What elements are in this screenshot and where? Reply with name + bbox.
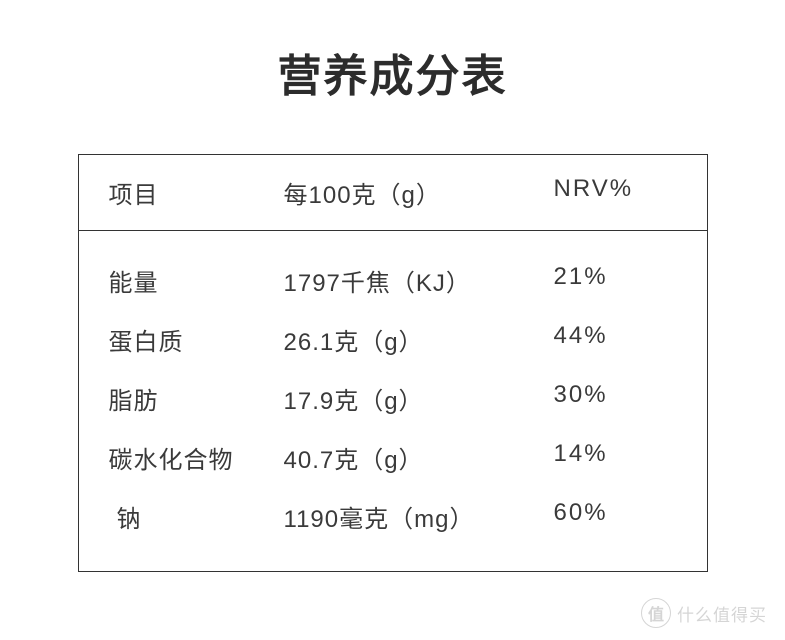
row-name: 脂肪 <box>109 381 284 416</box>
watermark: 值 什么值得买 <box>641 598 767 628</box>
nutrition-facts-container: 营养成分表 项目 每100克（g） NRV% 能量 1797千焦（KJ） 21%… <box>0 0 785 572</box>
row-nrv: 60% <box>554 499 674 534</box>
header-per100g: 每100克（g） <box>284 175 554 210</box>
table-row: 钠 1190毫克（mg） 60% <box>109 487 677 546</box>
row-value: 17.9克（g） <box>284 381 554 416</box>
row-value: 1190毫克（mg） <box>284 499 554 534</box>
row-nrv: 44% <box>554 322 674 357</box>
table-row: 蛋白质 26.1克（g） 44% <box>109 310 677 369</box>
row-name: 蛋白质 <box>109 322 284 357</box>
row-value: 26.1克（g） <box>284 322 554 357</box>
row-name: 碳水化合物 <box>109 440 284 475</box>
header-item: 项目 <box>109 175 284 210</box>
table-row: 脂肪 17.9克（g） 30% <box>109 369 677 428</box>
header-nrv: NRV% <box>554 175 674 210</box>
row-name: 钠 <box>109 499 284 534</box>
row-name: 能量 <box>109 263 284 298</box>
watermark-icon: 值 <box>641 598 671 628</box>
row-nrv: 30% <box>554 381 674 416</box>
row-nrv: 21% <box>554 263 674 298</box>
row-value: 1797千焦（KJ） <box>284 263 554 298</box>
nutrition-table: 项目 每100克（g） NRV% 能量 1797千焦（KJ） 21% 蛋白质 2… <box>78 154 708 572</box>
table-row: 碳水化合物 40.7克（g） 14% <box>109 428 677 487</box>
row-value: 40.7克（g） <box>284 440 554 475</box>
row-nrv: 14% <box>554 440 674 475</box>
table-row: 能量 1797千焦（KJ） 21% <box>109 251 677 310</box>
page-title: 营养成分表 <box>278 40 508 104</box>
watermark-text: 什么值得买 <box>677 601 767 626</box>
table-body: 能量 1797千焦（KJ） 21% 蛋白质 26.1克（g） 44% 脂肪 17… <box>79 231 707 571</box>
table-header-row: 项目 每100克（g） NRV% <box>79 155 707 231</box>
